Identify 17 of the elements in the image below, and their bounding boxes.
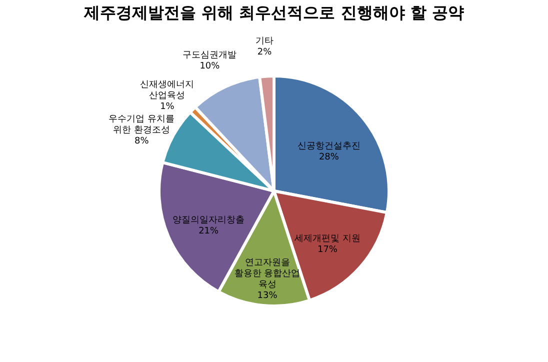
data-label: 2%	[257, 47, 272, 58]
slice-label: 구도심권개발	[182, 50, 237, 60]
slice-label: 우수기업 유치를 위한 환경조성	[108, 114, 175, 136]
slice-label: 기타	[256, 36, 274, 46]
chart-title: 제주경제발전을 위해 최우선적으로 진행해야 할 공약	[83, 3, 464, 22]
slice-label: 세제개편및 지원	[294, 234, 360, 244]
data-label: 10%	[200, 61, 220, 72]
data-label: 8%	[134, 136, 150, 146]
data-label: 17%	[317, 245, 338, 256]
slice-label: 양질의일자리창출	[172, 215, 245, 226]
data-label: 1%	[160, 102, 175, 112]
slice-label: 연고자원을 활용한 융합산업 육성	[234, 258, 300, 290]
slice-label: 신공항건설추진	[297, 142, 360, 152]
data-label: 21%	[198, 226, 220, 236]
slice-label: 신재생에너지 산업육성	[140, 80, 194, 102]
data-label: 28%	[318, 152, 340, 163]
data-label: 13%	[257, 290, 278, 301]
